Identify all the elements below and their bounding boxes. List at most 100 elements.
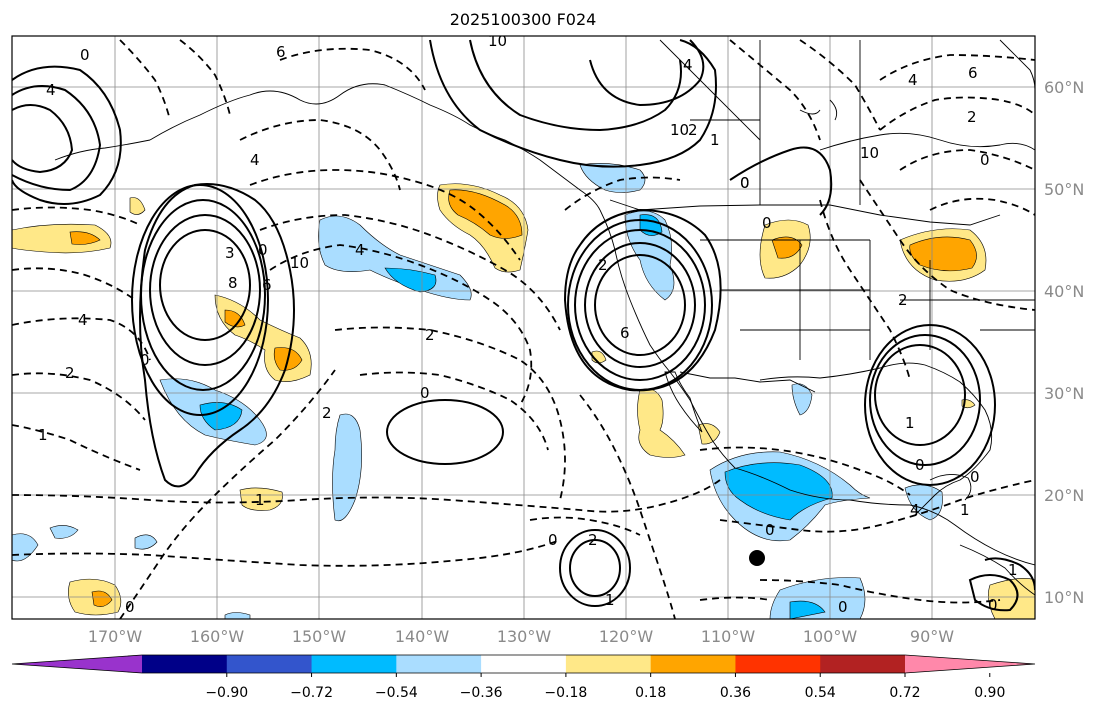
contour-label: 0 [970,468,980,486]
colorbar-segment [565,655,652,673]
contour-line [259,214,561,331]
negative-shade-core [199,402,243,431]
contour-label: 2 [898,291,908,309]
contour-line [12,104,74,174]
high-center-contour [584,242,696,368]
contour-label: 1 [1008,561,1018,579]
graticule [12,36,1035,619]
contour-label: 0 [740,174,750,192]
contour-line [359,371,549,451]
map-panel: 6 4 0 10 4 10 2 1 0 0 6 4 2 0 10 2 4 4 3… [12,32,1035,619]
positive-shade-core [91,590,113,607]
positive-shade-core [448,189,523,239]
colorbar-segment [481,655,567,673]
contour-label: 10 [860,144,879,162]
contour-label: 2 [967,108,977,126]
baja-coast [664,371,703,433]
positive-shade-core [69,231,101,245]
contour-line [589,39,705,107]
contour-line [239,119,401,191]
negative-shade-core [724,462,833,521]
contour-label: 0 [125,598,135,616]
colorbar-tick-label: 0.72 [889,685,920,701]
contour-line [984,557,1035,591]
positive-shade-core [771,236,803,259]
contour-label: 10 [488,32,507,50]
contour-line [699,446,911,496]
lat-label: 40°N [1044,282,1084,301]
canada-coast [819,132,1035,151]
map-frame [11,35,1036,620]
contour-line [12,85,102,192]
contour-label: 2 [598,256,608,274]
positive-shade-core [224,309,246,328]
contour-line [529,516,641,536]
contour-label: 1 [605,591,615,609]
contour-line [429,39,717,168]
contour-line [12,65,122,205]
closed-contour [869,334,981,466]
closed-contour [386,399,504,465]
contour-line [179,39,231,116]
coastlines [54,39,1035,596]
longitude-labels: 170°W 160°W 150°W 140°W 130°W 120°W 110°… [88,627,954,646]
negative-shade-core [789,600,826,619]
contour-label: 2 [425,326,435,344]
negative-shade-region [791,383,813,416]
contour-label: 0 [838,598,848,616]
contour-line [12,267,136,301]
positive-shade-region [239,487,283,511]
contour-line [579,394,676,619]
lat-label: 20°N [1044,486,1084,505]
contour-line [729,146,833,216]
lon-label: 150°W [292,627,347,646]
high-center-contour [574,229,706,381]
contour-label: 6 [262,276,272,294]
contour-line [12,317,151,361]
contour-label: 0 [548,531,558,549]
contour-line [139,183,295,488]
contour-label: 2 [322,404,332,422]
yucatan-coast [929,474,972,501]
colorbar-extend-high [905,655,1035,673]
contour-line [12,479,721,513]
contour-line [719,479,1035,533]
negative-shade-region [134,534,158,550]
contour-line [12,539,561,567]
contour-label: 0 [988,596,998,614]
contour-label: 1 [960,501,970,519]
contour-label: 3 [225,244,235,262]
colorbar-segment [311,655,397,673]
lat-label: 30°N [1044,384,1084,403]
colorbar-segment [226,655,313,673]
dashed-contours [12,39,1035,619]
contour-label: 2 [688,121,698,139]
colorbar-outline [11,654,1036,674]
colorbar-tick-label: −0.36 [460,685,503,701]
contour-label: 2 [65,364,75,382]
closed-contour [559,529,631,607]
closed-contour [874,344,966,446]
colorbar: −0.90 −0.72 −0.54 −0.36 −0.18 0.18 0.36 0.54 0.7… [11,654,1036,701]
contour-label: 1 [710,131,720,149]
contour-line [119,369,336,619]
colorbar-segment [820,655,906,673]
contour-line [334,326,566,501]
us-canada-border [609,199,1001,226]
contour-label: 2 [588,531,598,549]
contour-label: 0 [140,351,150,369]
contour-label: 0 [258,241,268,259]
contour-label: 4 [355,241,365,259]
contour-label: 8 [228,274,238,292]
colorbar-tick-label: −0.90 [205,685,248,701]
lat-label: 50°N [1044,180,1084,199]
contour-line [729,39,821,141]
lon-label: 130°W [497,627,552,646]
lon-label: 100°W [803,627,858,646]
contour-label: 4 [250,151,260,169]
colorbar-segment [142,655,228,673]
contour-label: 0 [980,151,990,169]
contour-line [879,96,1035,131]
lon-label: 110°W [701,627,756,646]
contour-line [469,39,682,132]
